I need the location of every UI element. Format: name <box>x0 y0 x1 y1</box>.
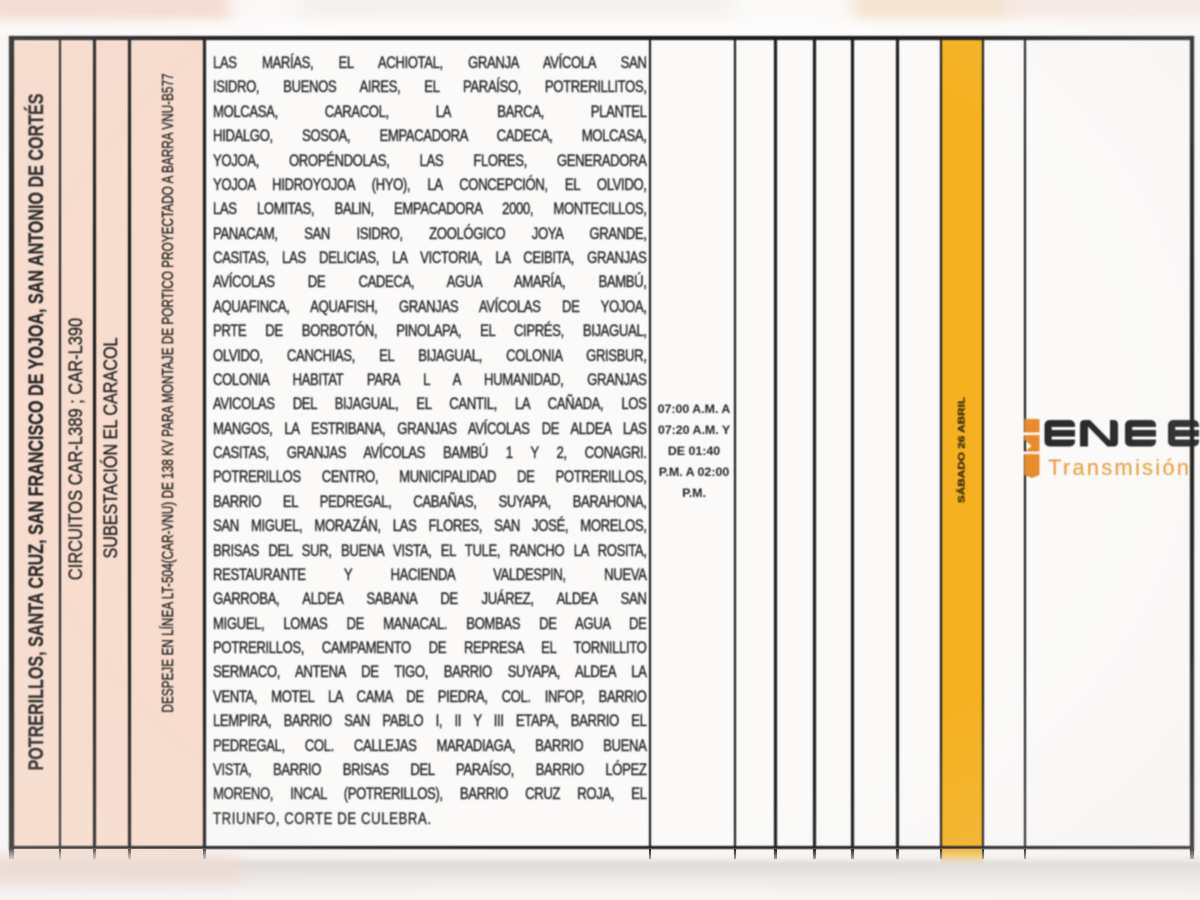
svg-text:Transmisión: Transmisión <box>1048 455 1191 480</box>
